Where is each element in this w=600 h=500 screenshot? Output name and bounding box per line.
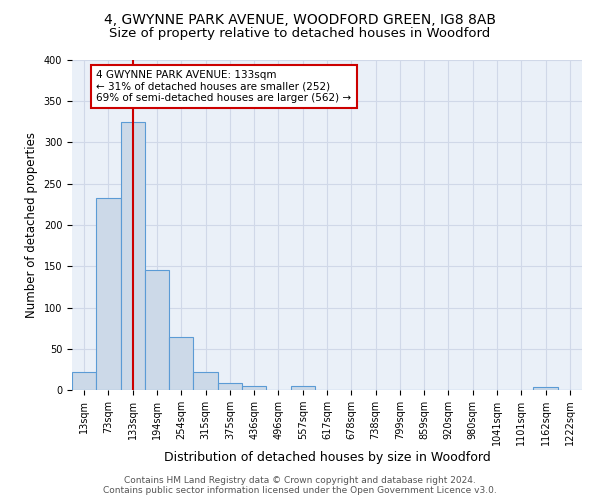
Text: Size of property relative to detached houses in Woodford: Size of property relative to detached ho…	[109, 28, 491, 40]
Bar	[169, 337, 193, 390]
Bar	[96, 198, 121, 390]
Text: 4 GWYNNE PARK AVENUE: 133sqm
← 31% of detached houses are smaller (252)
69% of s: 4 GWYNNE PARK AVENUE: 133sqm ← 31% of de…	[96, 70, 352, 103]
Bar	[193, 372, 218, 390]
Y-axis label: Number of detached properties: Number of detached properties	[25, 132, 38, 318]
Text: Contains HM Land Registry data © Crown copyright and database right 2024.
Contai: Contains HM Land Registry data © Crown c…	[103, 476, 497, 495]
Bar	[145, 270, 169, 390]
Bar	[218, 384, 242, 390]
Bar	[72, 372, 96, 390]
Bar	[533, 386, 558, 390]
Bar	[290, 386, 315, 390]
Bar	[121, 122, 145, 390]
Text: 4, GWYNNE PARK AVENUE, WOODFORD GREEN, IG8 8AB: 4, GWYNNE PARK AVENUE, WOODFORD GREEN, I…	[104, 12, 496, 26]
Bar	[242, 386, 266, 390]
X-axis label: Distribution of detached houses by size in Woodford: Distribution of detached houses by size …	[164, 451, 490, 464]
